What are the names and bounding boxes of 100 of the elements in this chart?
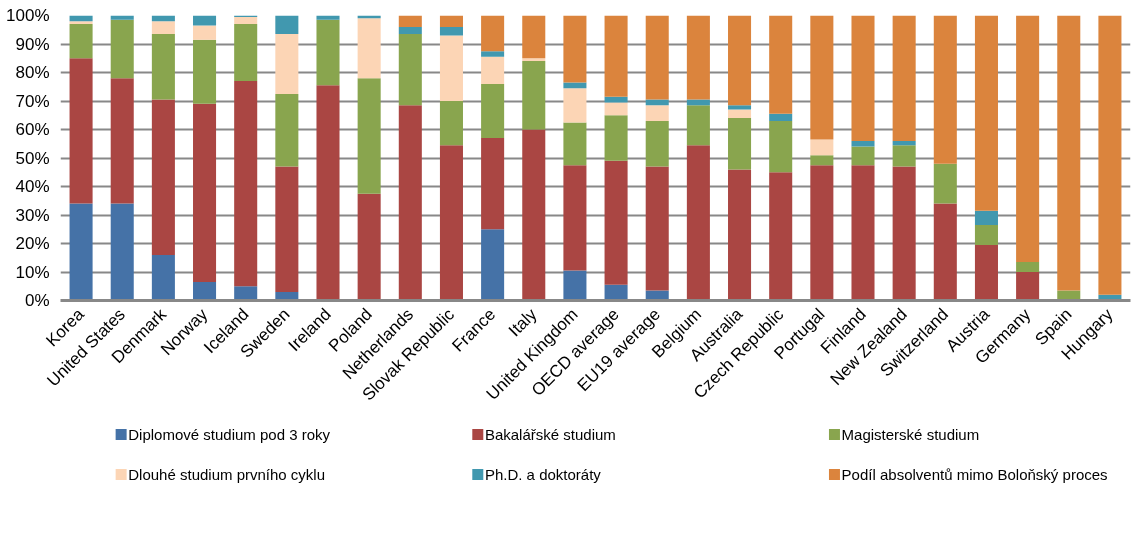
bar bbox=[728, 109, 752, 119]
bar bbox=[398, 26, 422, 35]
bar bbox=[522, 58, 546, 62]
y-tick-label: 90% bbox=[15, 34, 50, 54]
bar bbox=[686, 145, 710, 301]
y-tick-label: 80% bbox=[15, 63, 50, 82]
bar bbox=[193, 15, 217, 26]
bar bbox=[604, 160, 628, 285]
y-tick-label: 20% bbox=[15, 234, 50, 253]
bar bbox=[974, 224, 998, 245]
bar bbox=[316, 15, 340, 20]
legend-label: Ph.D. a doktoráty bbox=[484, 466, 602, 483]
bar bbox=[851, 140, 875, 147]
bar bbox=[604, 102, 628, 116]
bar bbox=[1057, 15, 1081, 291]
bar bbox=[563, 15, 587, 83]
bar bbox=[851, 165, 875, 301]
bar bbox=[769, 172, 793, 301]
bar bbox=[522, 15, 546, 59]
bar bbox=[645, 105, 669, 121]
bar bbox=[563, 165, 587, 271]
y-tick-label: 50% bbox=[15, 148, 50, 168]
bar bbox=[234, 16, 258, 25]
y-tick-label: 10% bbox=[15, 262, 50, 282]
bar bbox=[974, 15, 998, 211]
bar bbox=[728, 118, 752, 170]
bar bbox=[357, 193, 381, 301]
bar bbox=[1016, 15, 1040, 263]
bar bbox=[892, 145, 916, 167]
bar bbox=[563, 122, 587, 166]
bar bbox=[110, 203, 134, 301]
bar bbox=[439, 101, 463, 146]
bar bbox=[481, 51, 505, 57]
bar bbox=[810, 139, 834, 156]
bar bbox=[974, 210, 998, 225]
bar bbox=[275, 15, 299, 35]
bar bbox=[1016, 262, 1040, 272]
bar bbox=[892, 15, 916, 141]
bar bbox=[522, 129, 546, 300]
bar bbox=[357, 78, 381, 194]
bar bbox=[604, 15, 628, 97]
bar bbox=[933, 163, 957, 204]
bar bbox=[357, 18, 381, 79]
bar bbox=[686, 105, 710, 146]
bar bbox=[275, 93, 299, 167]
bar bbox=[110, 19, 134, 79]
y-tick-label: 100% bbox=[6, 6, 50, 25]
bar bbox=[563, 88, 587, 123]
bar bbox=[193, 39, 217, 104]
bar bbox=[728, 169, 752, 301]
bar bbox=[563, 270, 587, 301]
bar bbox=[275, 34, 299, 94]
bar bbox=[769, 15, 793, 114]
bar bbox=[481, 138, 505, 230]
bar bbox=[69, 203, 93, 301]
y-tick-label: 0% bbox=[24, 291, 50, 310]
bar bbox=[316, 19, 340, 86]
y-tick-label: 40% bbox=[15, 177, 50, 196]
bar bbox=[193, 103, 217, 282]
bar bbox=[110, 15, 134, 20]
bar bbox=[69, 21, 93, 25]
bar bbox=[193, 25, 217, 40]
bar bbox=[645, 166, 669, 291]
bar bbox=[398, 105, 422, 301]
bar bbox=[686, 15, 710, 100]
legend-label: Dlouhé studium prvního cyklu bbox=[128, 466, 326, 483]
bar bbox=[69, 24, 93, 59]
bar bbox=[1098, 15, 1122, 295]
legend-label: Bakalářské studium bbox=[484, 426, 616, 443]
bar bbox=[151, 254, 175, 301]
bar bbox=[439, 26, 463, 36]
bar bbox=[234, 81, 258, 287]
bar bbox=[316, 85, 340, 301]
legend-label: Magisterské studium bbox=[841, 426, 980, 443]
bar bbox=[439, 35, 463, 101]
bar bbox=[810, 15, 834, 140]
bar bbox=[234, 24, 258, 82]
bar bbox=[110, 78, 134, 204]
bar bbox=[193, 281, 217, 301]
bar bbox=[234, 286, 258, 301]
bar bbox=[398, 15, 422, 27]
bar bbox=[851, 15, 875, 141]
bar bbox=[522, 61, 546, 130]
bar bbox=[810, 155, 834, 166]
bar bbox=[1016, 272, 1040, 301]
bar bbox=[481, 83, 505, 139]
bar bbox=[604, 115, 628, 161]
bar bbox=[933, 203, 957, 301]
bar bbox=[439, 145, 463, 301]
bar bbox=[645, 120, 669, 167]
bar bbox=[892, 140, 916, 146]
bar bbox=[439, 15, 463, 27]
legend-label: Diplomové studium pod 3 roky bbox=[128, 426, 331, 443]
y-tick-label: 30% bbox=[15, 205, 50, 225]
bar bbox=[398, 34, 422, 106]
bar bbox=[481, 56, 505, 84]
bar bbox=[728, 105, 752, 110]
bar bbox=[892, 166, 916, 301]
bar bbox=[645, 15, 669, 100]
bar bbox=[275, 166, 299, 292]
